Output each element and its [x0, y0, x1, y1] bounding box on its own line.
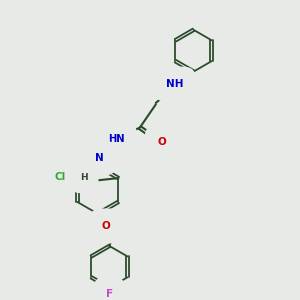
Text: N: N: [95, 153, 104, 163]
Text: O: O: [157, 137, 166, 147]
Text: NH: NH: [166, 79, 183, 89]
Text: Cl: Cl: [54, 172, 65, 182]
Text: O: O: [101, 221, 110, 231]
Text: F: F: [106, 289, 113, 299]
Text: H: H: [80, 173, 88, 182]
Text: HN: HN: [108, 134, 125, 144]
